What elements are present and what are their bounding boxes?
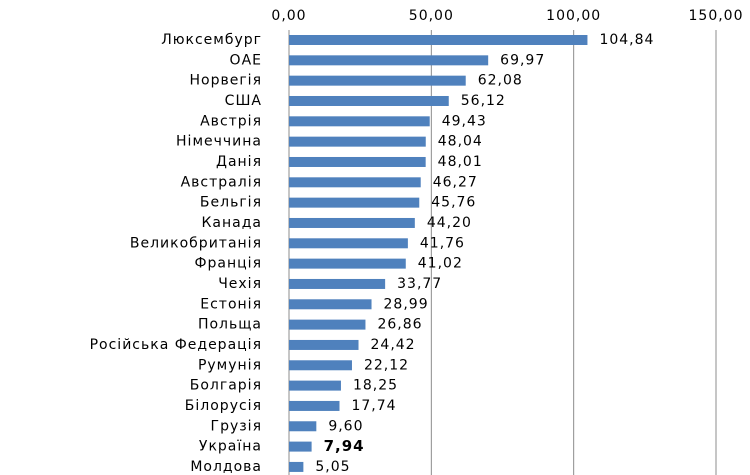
y-tick-label: Російська Федерація xyxy=(90,337,262,353)
data-label: 48,04 xyxy=(438,134,483,150)
bar xyxy=(289,238,408,249)
bar xyxy=(289,177,421,188)
bar xyxy=(289,116,430,127)
data-label: 17,74 xyxy=(351,398,396,414)
data-label: 22,12 xyxy=(364,357,409,373)
bar xyxy=(289,400,340,411)
y-tick-label: Україна xyxy=(199,439,262,455)
data-label: 24,42 xyxy=(371,337,416,353)
data-label: 44,20 xyxy=(427,215,472,231)
bar xyxy=(289,421,317,432)
y-tick-label: Румунія xyxy=(198,357,262,373)
y-tick-label: Білорусія xyxy=(185,398,262,414)
data-label: 18,25 xyxy=(353,378,398,394)
bar xyxy=(289,95,449,106)
bar xyxy=(289,278,386,289)
data-label: 33,77 xyxy=(397,276,442,292)
data-label: 28,99 xyxy=(384,296,429,312)
bar xyxy=(289,217,415,228)
y-tick-label: Франція xyxy=(194,256,262,272)
bar xyxy=(289,136,426,147)
y-tick-label: Бельгія xyxy=(200,195,262,211)
y-tick-label: Болгарія xyxy=(190,378,262,394)
y-tick-label: Німеччина xyxy=(176,134,262,150)
data-label: 7,94 xyxy=(324,437,365,455)
data-label: 5,05 xyxy=(315,459,350,475)
bar xyxy=(289,461,304,472)
data-label: 41,76 xyxy=(420,235,465,251)
y-tick-label: Грузія xyxy=(211,418,262,434)
bar xyxy=(289,156,426,167)
bar xyxy=(289,339,359,350)
data-label: 48,01 xyxy=(438,154,483,170)
data-label: 9,60 xyxy=(328,418,363,434)
y-tick-label: Канада xyxy=(201,215,262,231)
data-label: 56,12 xyxy=(461,93,506,109)
bar xyxy=(289,197,420,208)
bar xyxy=(289,299,372,310)
data-label: 45,76 xyxy=(431,195,476,211)
y-tick-label: Австралія xyxy=(181,174,262,190)
data-label: 49,43 xyxy=(442,113,487,129)
x-tick-label: 0,00 xyxy=(271,8,306,24)
bar xyxy=(289,319,366,330)
y-tick-label: США xyxy=(225,93,262,109)
y-tick-label: Молдова xyxy=(190,459,262,475)
bar xyxy=(289,55,489,66)
x-tick-label: 50,00 xyxy=(409,8,454,24)
y-tick-label: ОАЕ xyxy=(230,52,262,68)
x-tick-label: 100,00 xyxy=(546,8,601,24)
data-label: 62,08 xyxy=(478,73,523,89)
y-tick-label: Польща xyxy=(198,317,262,333)
y-tick-label: Австрія xyxy=(200,113,262,129)
bar xyxy=(289,360,352,371)
y-tick-label: Великобританія xyxy=(130,235,262,251)
y-tick-label: Норвегія xyxy=(189,73,262,89)
bar xyxy=(289,380,341,391)
bar xyxy=(289,35,588,45)
y-tick-label: Чехія xyxy=(218,276,262,292)
data-label: 46,27 xyxy=(433,174,478,190)
data-label: 104,84 xyxy=(599,32,654,48)
bar xyxy=(289,258,406,269)
x-tick-label: 150,00 xyxy=(689,8,744,24)
y-tick-label: Люксембург xyxy=(161,32,262,48)
bar xyxy=(289,441,312,452)
data-label: 69,97 xyxy=(500,52,545,68)
data-label: 41,02 xyxy=(418,256,463,272)
bar xyxy=(289,75,466,86)
y-tick-label: Данія xyxy=(216,154,262,170)
y-tick-label: Естонія xyxy=(200,296,262,312)
data-label: 26,86 xyxy=(377,317,422,333)
